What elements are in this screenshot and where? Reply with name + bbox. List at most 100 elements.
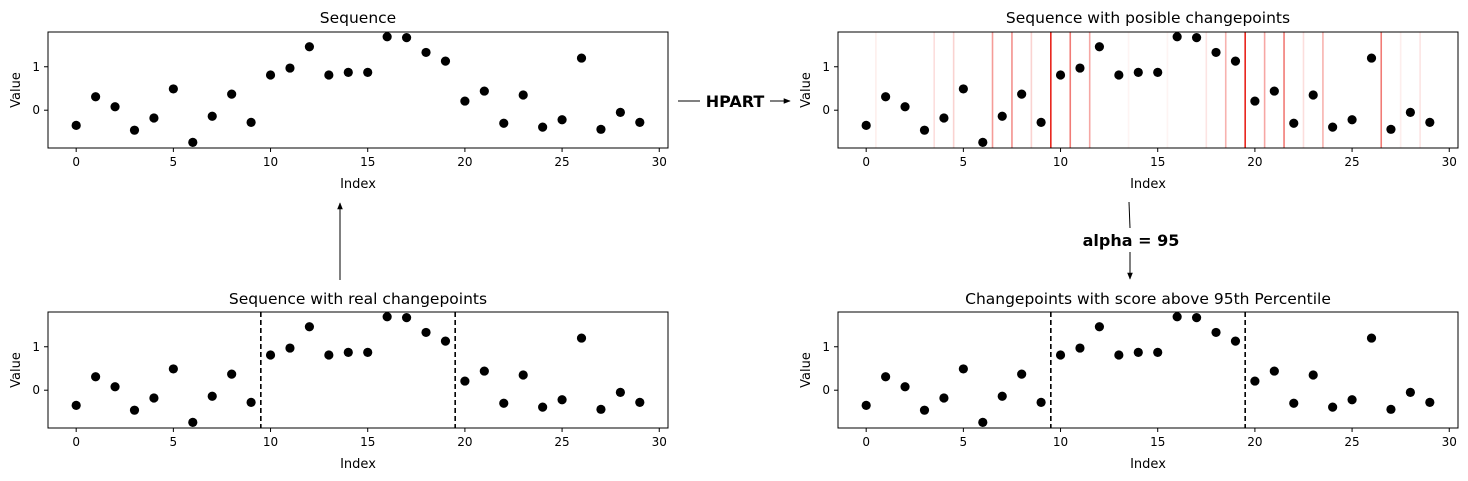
x-tick-label: 0 [862, 155, 870, 169]
x-tick-label: 20 [457, 435, 472, 449]
data-point [304, 42, 315, 52]
x-tick-label: 30 [1442, 155, 1457, 169]
data-point [188, 137, 198, 147]
data-point [129, 125, 140, 135]
data-point [635, 117, 645, 127]
data-point [900, 102, 910, 112]
x-tick-label: 5 [170, 435, 178, 449]
alpha-arrow-tail [1128, 201, 1131, 229]
y-tick-label: 0 [32, 103, 40, 117]
data-point [1094, 42, 1105, 52]
data-point [538, 122, 548, 132]
y-tick-label: 1 [32, 60, 40, 74]
x-tick-label: 25 [1344, 155, 1359, 169]
data-point [1230, 336, 1241, 346]
data-point [1425, 397, 1435, 407]
panel-real-changepoints: Sequence with real changepoints Index Va… [9, 290, 669, 472]
plot-area [71, 312, 645, 428]
data-point [479, 86, 489, 96]
data-point [1250, 96, 1260, 106]
axes-frame [837, 31, 1459, 149]
axes-frame [47, 31, 669, 149]
data-point [518, 90, 528, 100]
data-point [1114, 350, 1124, 360]
data-point [1191, 313, 1202, 323]
data-point [91, 92, 101, 102]
data-point [1269, 86, 1279, 96]
data-point [1405, 387, 1415, 397]
data-point [421, 47, 431, 58]
data-point [207, 391, 217, 401]
data-point [499, 118, 509, 128]
data-point [919, 125, 930, 135]
data-point [1017, 369, 1027, 379]
data-point [861, 400, 871, 411]
data-point [958, 84, 968, 94]
data-point [71, 120, 81, 131]
y-tick-label: 1 [822, 60, 830, 74]
x-tick-label: 15 [1150, 435, 1165, 449]
data-point [460, 376, 470, 386]
data-point [1289, 398, 1299, 408]
x-tick-label: 20 [1247, 155, 1262, 169]
data-point [246, 117, 256, 127]
y-axis-label: Value [799, 72, 814, 108]
axes-frame [837, 311, 1459, 429]
alpha-label: alpha = 95 [1083, 231, 1180, 250]
data-point [615, 107, 625, 117]
data-point [1172, 312, 1182, 322]
data-point [110, 102, 120, 112]
plot-area [71, 32, 645, 147]
x-tick-label: 5 [170, 155, 178, 169]
data-point [1347, 115, 1357, 125]
x-axis-label: Index [1130, 457, 1166, 472]
data-point [1036, 117, 1046, 127]
data-point [958, 364, 968, 374]
x-tick-label: 5 [960, 155, 968, 169]
data-point [324, 70, 334, 80]
data-point [227, 369, 237, 379]
x-tick-label: 25 [1344, 435, 1359, 449]
data-point [188, 417, 198, 427]
data-point [1366, 333, 1377, 343]
data-point [285, 63, 295, 73]
data-point [518, 370, 528, 380]
x-tick-label: 15 [360, 155, 375, 169]
panel-title: Sequence with real changepoints [229, 290, 487, 308]
x-tick-label: 10 [1053, 435, 1068, 449]
panel-possible-changepoints: Sequence with posible changepoints Index… [799, 9, 1459, 192]
data-point [1153, 347, 1163, 358]
data-point [91, 372, 101, 382]
data-point [939, 393, 949, 403]
data-point [1425, 117, 1435, 127]
data-point [576, 333, 587, 343]
data-point [1328, 122, 1338, 132]
plot-area [861, 312, 1435, 428]
data-point [939, 113, 949, 123]
data-point [1211, 327, 1221, 338]
data-point [460, 96, 470, 106]
data-point [168, 84, 178, 94]
data-point [363, 67, 373, 78]
data-point [1308, 370, 1318, 380]
x-axis-label: Index [340, 177, 376, 192]
x-tick-label: 0 [72, 155, 80, 169]
data-point [557, 115, 567, 125]
data-point [1328, 402, 1338, 412]
data-point [635, 397, 645, 407]
data-point [421, 327, 431, 338]
y-tick-label: 0 [32, 383, 40, 397]
data-point [881, 372, 891, 382]
x-tick-label: 10 [263, 155, 278, 169]
data-point [1094, 322, 1105, 332]
x-tick-label: 15 [360, 435, 375, 449]
data-point [499, 398, 509, 408]
data-point [1075, 63, 1085, 73]
panel-title: Changepoints with score above 95th Perce… [965, 290, 1331, 308]
x-tick-label: 10 [263, 435, 278, 449]
y-tick-label: 0 [822, 383, 830, 397]
data-point [1269, 366, 1279, 376]
x-tick-label: 20 [1247, 435, 1262, 449]
flow-hpart: HPART [678, 92, 791, 111]
panel-title: Sequence [320, 9, 396, 27]
